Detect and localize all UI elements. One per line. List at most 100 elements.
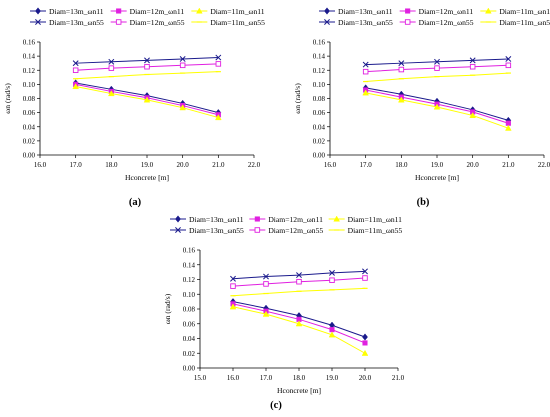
legend-label: Diam=13m_ωn11	[189, 215, 244, 224]
x-tick-label: 21.0	[502, 161, 515, 169]
legend-label: Diam=12m_ωn11	[130, 7, 185, 16]
legend: Diam=13m_ωn11 Diam=12m_ωn11 Diam=11m_ωn11 D…	[170, 215, 402, 235]
legend-label: Diam=12m_ωn11	[419, 7, 474, 16]
legend-item: Diam=13m_ωn55	[319, 18, 393, 27]
series	[362, 89, 512, 131]
data-point	[469, 112, 476, 118]
legend-marker	[175, 215, 181, 223]
data-point	[433, 103, 441, 110]
x-tick-label: 15.0	[194, 374, 207, 382]
x-tick-label: 20.0	[359, 374, 372, 382]
data-point	[72, 60, 79, 67]
legend-marker	[35, 7, 41, 15]
series	[72, 61, 222, 73]
y-axis-label: ωn (rad/s)	[293, 83, 302, 114]
legend-label: Diam=11m_ωn55	[348, 226, 403, 235]
panel-b: Diam=13m_ωn11 Diam=12m_ωn11 Diam=11m_ωn11 D…	[293, 7, 550, 208]
data-point	[505, 62, 512, 69]
legend-marker	[324, 7, 330, 15]
y-tick-label: 0.16	[23, 39, 36, 47]
y-tick-label: 0.12	[183, 276, 196, 284]
y-tick-label: 0.08	[23, 95, 36, 103]
x-tick-label: 20.0	[467, 161, 480, 169]
data-point	[362, 275, 368, 281]
legend-item: Diam=11m_ωn11	[480, 7, 550, 16]
data-point	[108, 90, 115, 97]
data-point	[398, 60, 405, 67]
y-tick-label: 0.06	[313, 109, 326, 117]
x-axis-label: Hconcrete [m]	[415, 173, 459, 182]
legend-item: Diam=11m_ωn11	[191, 7, 265, 16]
legend-marker	[175, 227, 181, 233]
data-point	[505, 124, 512, 131]
y-tick-label: 0.10	[313, 81, 326, 89]
data-point	[329, 269, 335, 276]
data-point	[398, 66, 405, 73]
data-point	[362, 340, 368, 346]
legend-item: Diam=12m_ωn11	[110, 7, 185, 16]
data-point	[108, 58, 115, 65]
y-axis-label: ωn (rad/s)	[163, 293, 172, 324]
legend-marker	[196, 7, 203, 14]
data-point	[296, 272, 302, 279]
data-point	[108, 65, 115, 71]
data-point	[144, 63, 150, 70]
legend-label: Diam=11m_ωn11	[499, 7, 550, 16]
data-point	[263, 281, 269, 287]
y-tick-label: 0.14	[313, 53, 326, 61]
series	[363, 72, 511, 83]
data-point	[295, 320, 303, 327]
data-point	[505, 55, 512, 62]
data-point	[434, 65, 440, 71]
x-tick-label: 18.0	[105, 161, 118, 169]
legend-item: Diam=13m_ωn11	[170, 215, 244, 224]
x-tick-label: 18.0	[395, 161, 408, 169]
legend-label: Diam=11m_ωn55	[499, 18, 550, 27]
y-tick-label: 0.02	[23, 137, 36, 145]
data-point	[144, 57, 150, 64]
data-point	[329, 277, 335, 283]
x-tick-label: 17.0	[70, 161, 83, 169]
x-tick-label: 19.0	[141, 161, 154, 169]
legend-item: Diam=12m_ωn55	[399, 18, 474, 27]
x-tick-label: 20.0	[177, 161, 190, 169]
data-point	[362, 333, 368, 341]
data-point	[143, 96, 151, 103]
x-tick-label: 16.0	[34, 161, 47, 169]
y-tick-label: 0.02	[313, 137, 326, 145]
legend: Diam=13m_ωn11 Diam=12m_ωn11 Diam=11m_ωn11 D…	[30, 7, 265, 27]
series-line	[232, 287, 366, 297]
series	[230, 275, 368, 289]
legend-label: Diam=11m_ωn55	[210, 18, 265, 27]
legend-item: Diam=13m_ωn11	[30, 7, 104, 16]
series	[72, 54, 222, 67]
data-point	[469, 57, 476, 64]
x-tick-label: 18.0	[293, 374, 306, 382]
series	[229, 303, 369, 356]
legend-item: Diam=13m_ωn55	[170, 226, 244, 235]
data-point	[215, 61, 222, 67]
data-point	[72, 67, 79, 73]
data-point	[328, 331, 336, 338]
x-axis-label: Hconcrete [m]	[277, 386, 321, 395]
legend-label: Diam=13m_ωn55	[189, 226, 244, 235]
data-point	[72, 83, 79, 90]
data-point	[230, 283, 236, 289]
y-tick-label: 0.10	[23, 81, 36, 89]
x-tick-label: 19.0	[326, 374, 339, 382]
series	[73, 71, 221, 80]
x-tick-label: 17.0	[260, 374, 273, 382]
x-tick-label: 16.0	[324, 161, 337, 169]
data-point	[215, 114, 222, 121]
data-point	[362, 268, 368, 275]
y-tick-label: 0.04	[23, 123, 36, 131]
panel-a: Diam=13m_ωn11 Diam=12m_ωn11 Diam=11m_ωn11 D…	[3, 7, 265, 208]
series-line	[365, 72, 509, 83]
data-point	[361, 349, 369, 356]
legend-marker	[485, 7, 492, 14]
legend-marker	[35, 19, 41, 25]
panel-c: Diam=13m_ωn11 Diam=12m_ωn11 Diam=11m_ωn11 D…	[163, 215, 405, 411]
series	[230, 268, 368, 282]
data-point	[263, 273, 269, 280]
